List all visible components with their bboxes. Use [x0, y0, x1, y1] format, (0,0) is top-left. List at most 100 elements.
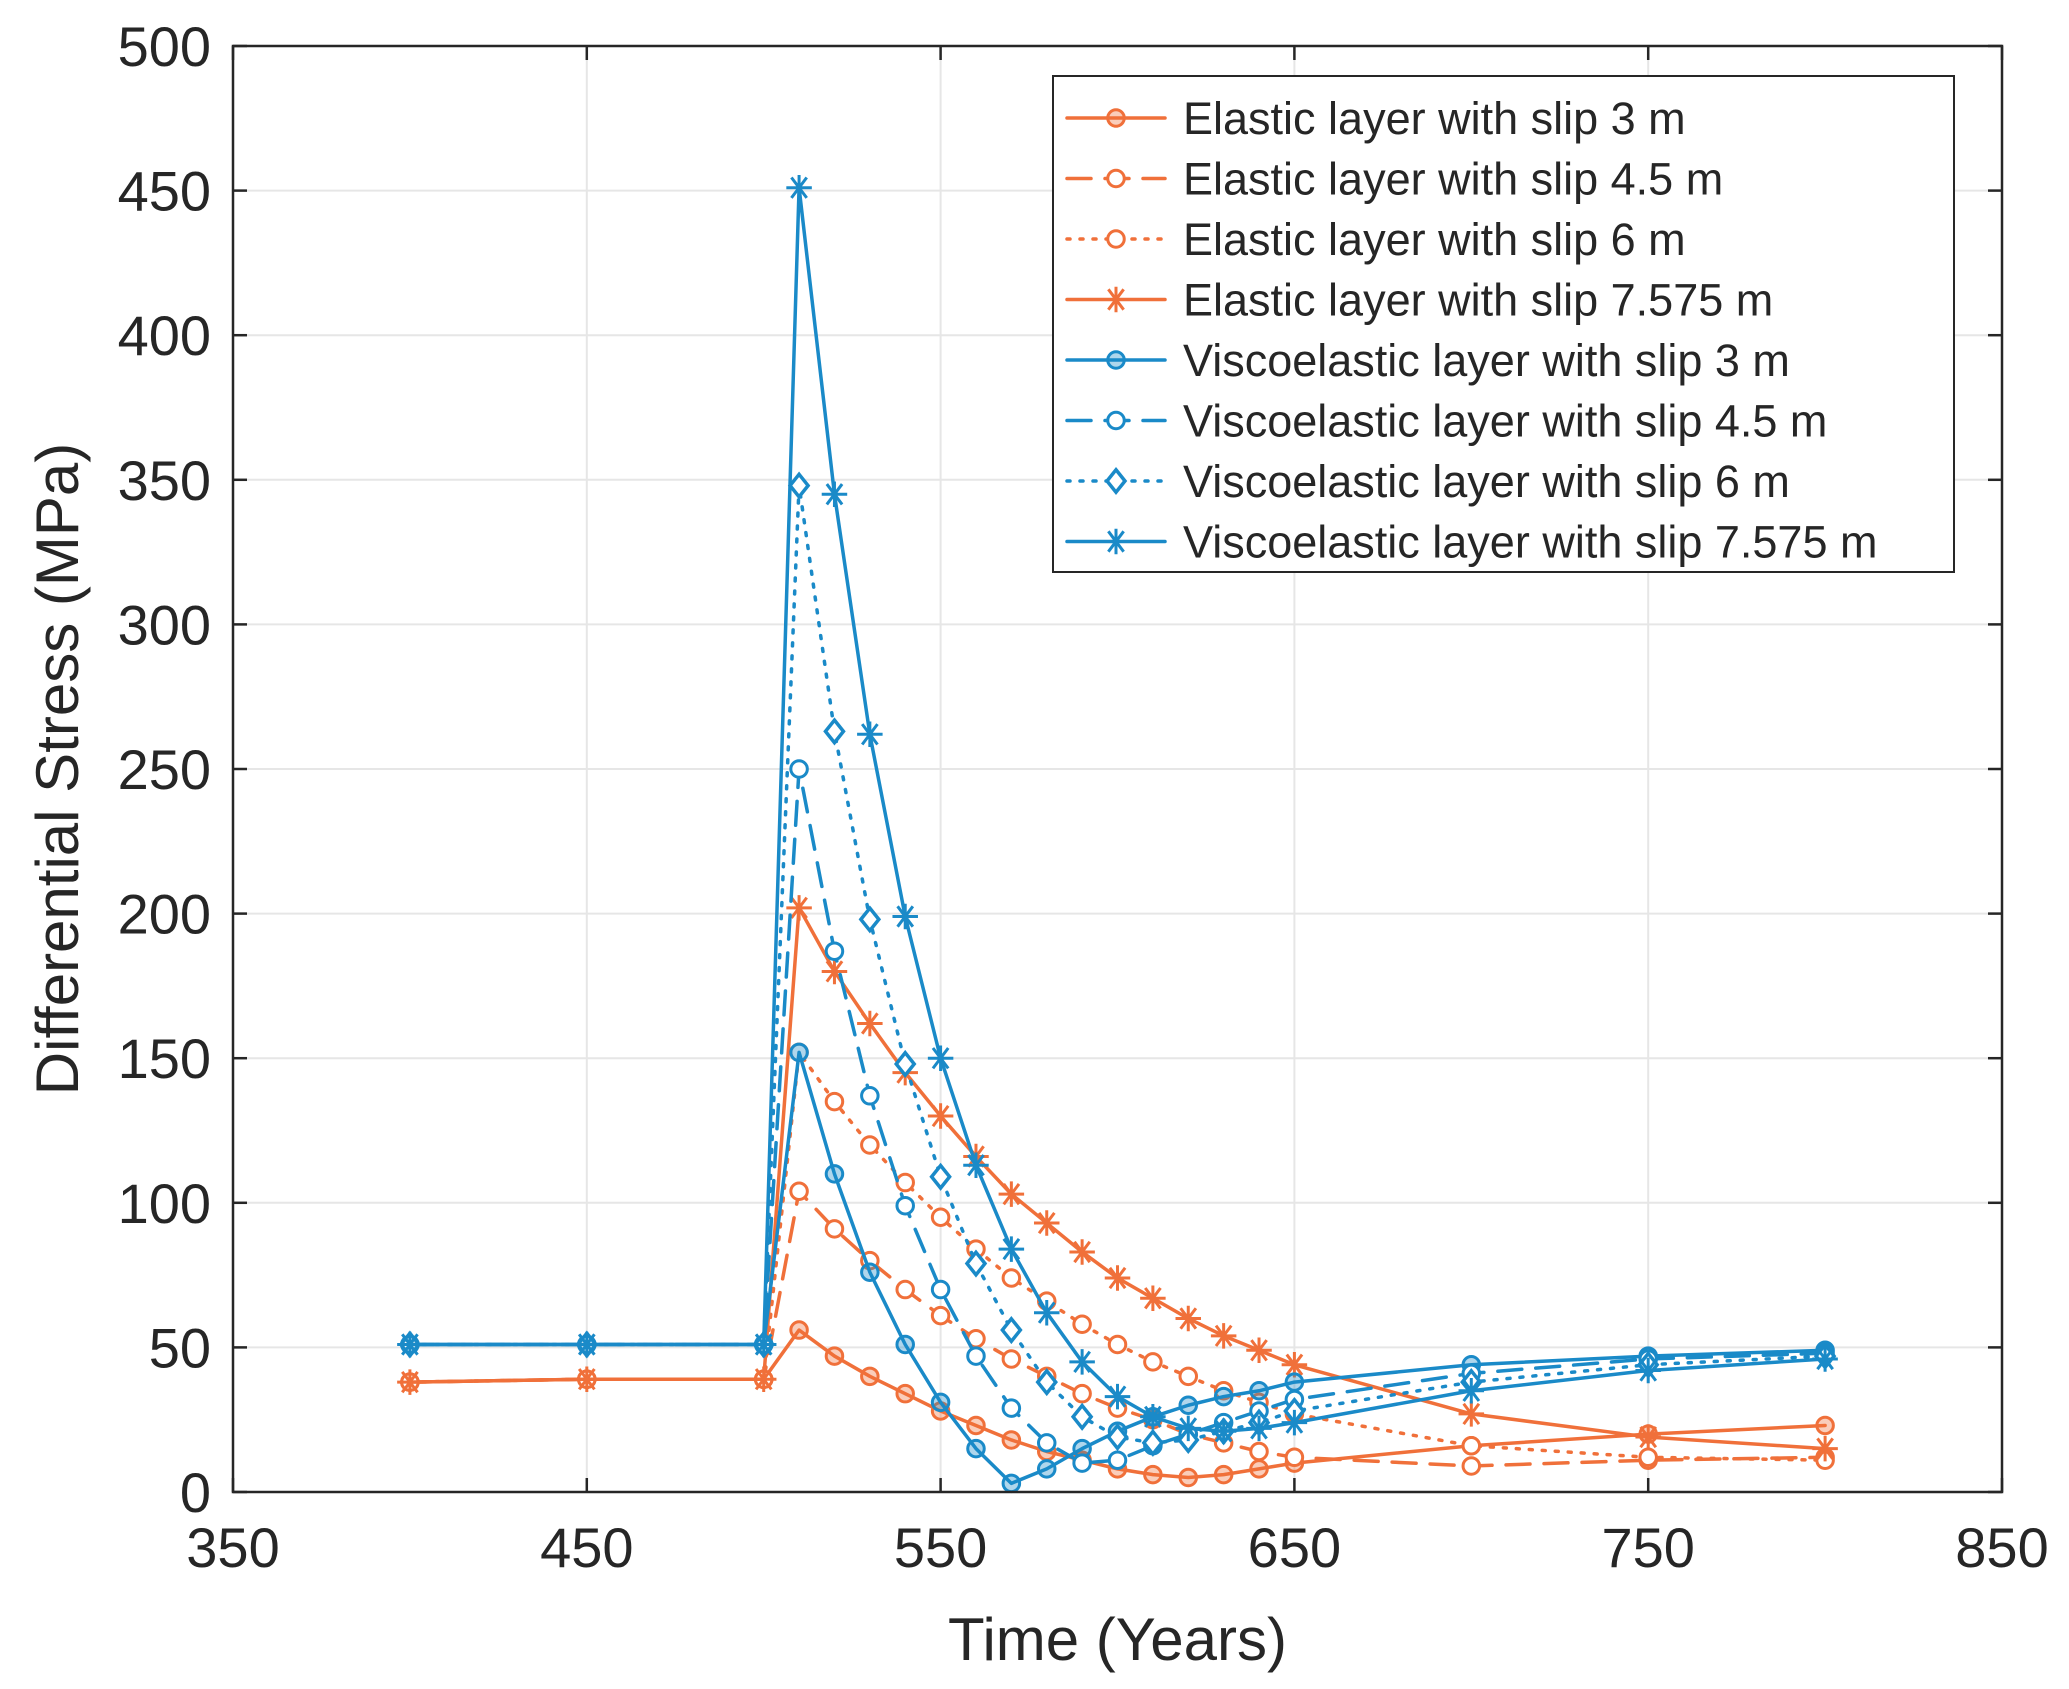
legend-label: Viscoelastic layer with slip 6 m — [1183, 456, 1790, 507]
series-viscoelastic-layer-with-slip-7-575-m-marker — [1033, 1299, 1060, 1326]
legend-marker — [1106, 350, 1126, 370]
series-viscoelastic-layer-with-slip-7-575-m-marker — [750, 1331, 777, 1358]
legend-box — [1052, 75, 1955, 573]
x-tick-label: 750 — [1601, 1516, 1694, 1579]
series-viscoelastic-layer-with-slip-3-m-marker — [824, 1164, 845, 1184]
series-viscoelastic-layer-with-slip-6-m-marker — [1070, 1402, 1094, 1431]
legend-entry: Elastic layer with slip 7.575 m — [1065, 275, 1773, 326]
series-elastic-layer-with-slip-4-5-m-marker — [1284, 1447, 1305, 1468]
series-elastic-layer-with-slip-7-575-m-marker — [1069, 1239, 1095, 1265]
series-viscoelastic-layer-with-slip-6-m-marker — [1106, 1423, 1129, 1452]
series-viscoelastic-layer-with-slip-3-m-marker — [860, 1262, 880, 1282]
series-viscoelastic-layer-with-slip-4-5-m-marker — [895, 1195, 915, 1216]
series-elastic-layer-with-slip-7-575-m-marker — [786, 895, 812, 921]
series-viscoelastic-layer-with-slip-4-5-m-marker — [860, 1086, 880, 1106]
series-viscoelastic-layer-with-slip-7-575-m-marker — [1458, 1378, 1485, 1404]
series-elastic-layer-with-slip-7-575-m-marker — [1210, 1323, 1237, 1349]
series-viscoelastic-layer-with-slip-4-5-m-marker — [789, 759, 809, 779]
y-tick-label: 0 — [180, 1461, 211, 1524]
x-axis-title: Time (Years) — [948, 1606, 1287, 1673]
series-elastic-layer-with-slip-3-m-marker — [1001, 1430, 1022, 1450]
series-elastic-layer-with-slip-3-m-marker — [895, 1383, 915, 1404]
legend-entry: Viscoelastic layer with slip 4.5 m — [1065, 396, 1827, 447]
x-tick-label: 850 — [1955, 1516, 2048, 1579]
series-elastic-layer-with-slip-4-5-m-marker — [824, 1219, 845, 1239]
series-viscoelastic-layer-with-slip-7-575-m-marker — [1635, 1357, 1661, 1384]
series-elastic-layer-with-slip-7-575-m-marker — [1458, 1401, 1485, 1427]
x-tick-label: 450 — [540, 1516, 633, 1579]
series-elastic-layer-with-slip-3-m-marker — [966, 1415, 986, 1436]
legend-entry: Elastic layer with slip 3 m — [1065, 93, 1686, 144]
legend-label: Viscoelastic layer with slip 3 m — [1183, 335, 1790, 386]
series-viscoelastic-layer-with-slip-3-m-marker — [1249, 1381, 1269, 1401]
series-viscoelastic-layer-with-slip-7-575-m-marker — [1175, 1415, 1202, 1442]
series-elastic-layer-with-slip-6-m-marker — [860, 1135, 880, 1155]
series-elastic-layer-with-slip-6-m-marker — [895, 1172, 915, 1193]
series-elastic-layer-with-slip-4-5-m-marker — [1461, 1456, 1482, 1476]
series-elastic-layer-with-slip-4-5-m-marker — [1072, 1383, 1092, 1404]
legend-label: Elastic layer with slip 3 m — [1183, 93, 1686, 144]
axis-ticks — [231, 44, 2004, 1494]
series-viscoelastic-layer-with-slip-7-575-m-marker — [1246, 1415, 1272, 1442]
series-elastic-layer-with-slip-3-m-marker — [1178, 1467, 1199, 1488]
legend-marker — [1103, 528, 1129, 555]
series-viscoelastic-layer-with-slip-6-m-marker — [823, 717, 846, 746]
y-tick-label: 100 — [118, 1172, 211, 1235]
series-viscoelastic-layer-with-slip-7-575-m-marker — [397, 1331, 423, 1358]
legend-entry: Viscoelastic layer with slip 6 m — [1065, 456, 1790, 507]
series-viscoelastic-layer-with-slip-3-m-line — [408, 1050, 1827, 1486]
legend-label: Elastic layer with slip 4.5 m — [1183, 154, 1723, 205]
series-viscoelastic-layer-with-slip-6-m-marker — [1035, 1368, 1058, 1397]
y-tick-label: 50 — [149, 1316, 211, 1379]
y-tick-label: 350 — [118, 449, 211, 512]
series-viscoelastic-layer-with-slip-7-575-m-marker — [1281, 1409, 1308, 1436]
series-elastic-layer-with-slip-3-m-marker — [1249, 1459, 1269, 1479]
legend-marker — [1106, 168, 1126, 189]
series-elastic-layer-with-slip-7-575-m-marker — [1812, 1435, 1838, 1462]
series-elastic-layer-with-slip-7-575-m-marker — [1140, 1285, 1166, 1311]
series-viscoelastic-layer-with-slip-3-m-marker — [930, 1392, 951, 1413]
series-viscoelastic-layer-with-slip-7-575-m-marker — [927, 1045, 954, 1071]
series-elastic-layer-with-slip-7-575-m-marker — [1635, 1424, 1661, 1450]
series-elastic-layer-with-slip-7-575-m-marker — [927, 1103, 954, 1129]
series-viscoelastic-layer-with-slip-4-5-m — [400, 759, 1835, 1473]
series-elastic-layer-with-slip-3-m-marker — [789, 1320, 809, 1340]
series-elastic-layer-with-slip-7-575-m-marker — [1281, 1352, 1308, 1378]
series-viscoelastic-layer-with-slip-7-575-m-marker — [574, 1331, 600, 1358]
series-viscoelastic-layer-with-slip-7-575-m-marker — [1140, 1404, 1166, 1430]
series-viscoelastic-layer-with-slip-7-575-m-marker — [1104, 1383, 1131, 1410]
y-tick-label: 400 — [118, 304, 211, 367]
series-viscoelastic-layer-with-slip-6-m-marker — [858, 905, 882, 934]
legend-marker — [1104, 466, 1128, 496]
legend: Elastic layer with slip 3 m Elastic layer… — [1052, 75, 1955, 573]
series-elastic-layer-with-slip-4-5-m-marker — [1001, 1349, 1022, 1369]
series-viscoelastic-layer-with-slip-6-m — [398, 471, 1837, 1457]
series-elastic-layer-with-slip-7-575-m — [397, 895, 1838, 1462]
y-tick-labels: 0 50 100 150 200 250 300 350 400 450 500 — [118, 15, 211, 1524]
y-tick-label: 150 — [118, 1027, 211, 1090]
series-elastic-layer-with-slip-6-m-marker — [1143, 1352, 1163, 1372]
legend-entry: Viscoelastic layer with slip 7.575 m — [1065, 517, 1877, 568]
series-viscoelastic-layer-with-slip-3-m-marker — [966, 1438, 986, 1459]
series-viscoelastic-layer-with-slip-3-m-marker — [1284, 1372, 1305, 1392]
series-viscoelastic-layer-with-slip-3-m-marker — [895, 1334, 915, 1355]
series-elastic-layer-with-slip-7-575-m-marker — [857, 1010, 883, 1037]
series-elastic-layer-with-slip-7-575-m-marker — [1246, 1337, 1272, 1364]
series-elastic-layer-with-slip-6-m-marker — [1072, 1314, 1092, 1335]
series-viscoelastic-layer-with-slip-6-m-marker — [1141, 1428, 1165, 1457]
series-viscoelastic-layer-with-slip-7-575-m-marker — [857, 721, 883, 748]
series-elastic-layer-with-slip-6-m-marker — [1461, 1435, 1482, 1456]
series-viscoelastic-layer-with-slip-4-5-m-marker — [1036, 1433, 1057, 1453]
y-tick-label: 500 — [118, 15, 211, 78]
series-elastic-layer-with-slip-4-5-m-marker — [930, 1305, 951, 1326]
series-elastic-layer-with-slip-3-m-marker — [1143, 1464, 1163, 1485]
legend-entry: Viscoelastic layer with slip 3 m — [1065, 335, 1790, 386]
series-viscoelastic-layer-with-slip-7-575-m-marker — [998, 1236, 1025, 1262]
series-elastic-layer-with-slip-3-m-marker — [824, 1346, 845, 1366]
x-tick-label: 350 — [186, 1516, 279, 1579]
series-elastic-layer-with-slip-3-m-marker — [1815, 1415, 1835, 1436]
series-elastic-layer-with-slip-4-5-m-marker — [895, 1279, 915, 1300]
series-viscoelastic-layer-with-slip-6-m-marker — [1000, 1315, 1023, 1345]
series-viscoelastic-layer-with-slip-4-5-m-marker — [1072, 1453, 1092, 1473]
